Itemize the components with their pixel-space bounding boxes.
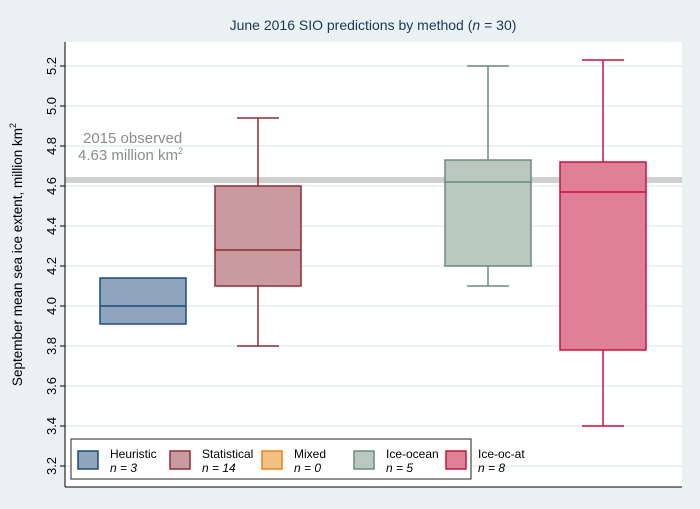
legend-count: n = 8 [478, 461, 505, 475]
legend-swatch [261, 450, 283, 470]
y-tick-label: 4.4 [44, 217, 59, 235]
y-axis-label-text: September mean sea ice extent, million k… [10, 128, 25, 386]
observed-label: 2015 observed [83, 130, 182, 147]
legend-label: Heuristic [110, 447, 157, 461]
observed-label: 4.63 million km2 [78, 146, 183, 164]
legend-label: Ice-ocean [386, 447, 439, 461]
y-axis-label-sup: 2 [8, 123, 18, 128]
observed-label-text: 4.63 million km [78, 147, 178, 164]
box-ice-ocean [444, 65, 532, 287]
y-tick-label: 3.6 [44, 377, 59, 395]
title-n: n [472, 17, 480, 33]
legend-label: Mixed [294, 447, 326, 461]
legend-swatch [77, 450, 99, 470]
box-iqr [214, 185, 302, 287]
title-text: June 2016 SIO predictions by method ( [230, 17, 473, 33]
y-tick-label: 3.2 [44, 457, 59, 475]
y-tick-label: 4.0 [44, 297, 59, 315]
box-statistical [214, 117, 302, 347]
y-tick-label: 4.8 [44, 137, 59, 155]
observed-label-text: 2015 observed [83, 130, 182, 147]
y-tick-label: 4.2 [44, 257, 59, 275]
legend-count: n = 0 [294, 461, 321, 475]
y-tick-label: 3.4 [44, 417, 59, 435]
y-tick-label: 4.6 [44, 177, 59, 195]
legend-count: n = 3 [110, 461, 137, 475]
y-axis-label: September mean sea ice extent, million k… [8, 123, 25, 386]
box-ice-oc-at [559, 59, 647, 427]
box-heuristic [99, 277, 187, 325]
chart-title: June 2016 SIO predictions by method (n =… [230, 17, 517, 33]
legend [70, 438, 472, 480]
box-iqr [444, 159, 532, 267]
y-tick-label: 5.2 [44, 57, 59, 75]
legend-swatch [445, 450, 467, 470]
y-tick-label: 3.8 [44, 337, 59, 355]
legend-label: Statistical [202, 447, 253, 461]
legend-swatch [169, 450, 191, 470]
title-text: = 30) [480, 17, 516, 33]
legend-count: n = 14 [202, 461, 236, 475]
box-iqr [559, 161, 647, 351]
observed-label-sup: 2 [178, 146, 183, 156]
legend-label: Ice-oc-at [478, 447, 525, 461]
observed-line [65, 177, 682, 183]
box-iqr [99, 277, 187, 325]
y-tick-label: 5.0 [44, 97, 59, 115]
legend-swatch [353, 450, 375, 470]
legend-count: n = 5 [386, 461, 413, 475]
